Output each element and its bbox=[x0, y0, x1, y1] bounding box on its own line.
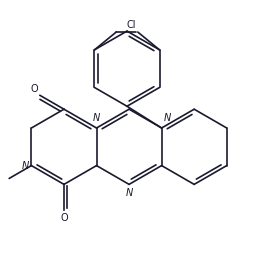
Text: Cl: Cl bbox=[126, 20, 136, 30]
Text: N: N bbox=[93, 113, 100, 123]
Text: O: O bbox=[30, 84, 38, 94]
Text: N: N bbox=[22, 161, 29, 170]
Text: O: O bbox=[60, 213, 68, 223]
Text: N: N bbox=[164, 113, 171, 123]
Text: N: N bbox=[125, 188, 133, 198]
